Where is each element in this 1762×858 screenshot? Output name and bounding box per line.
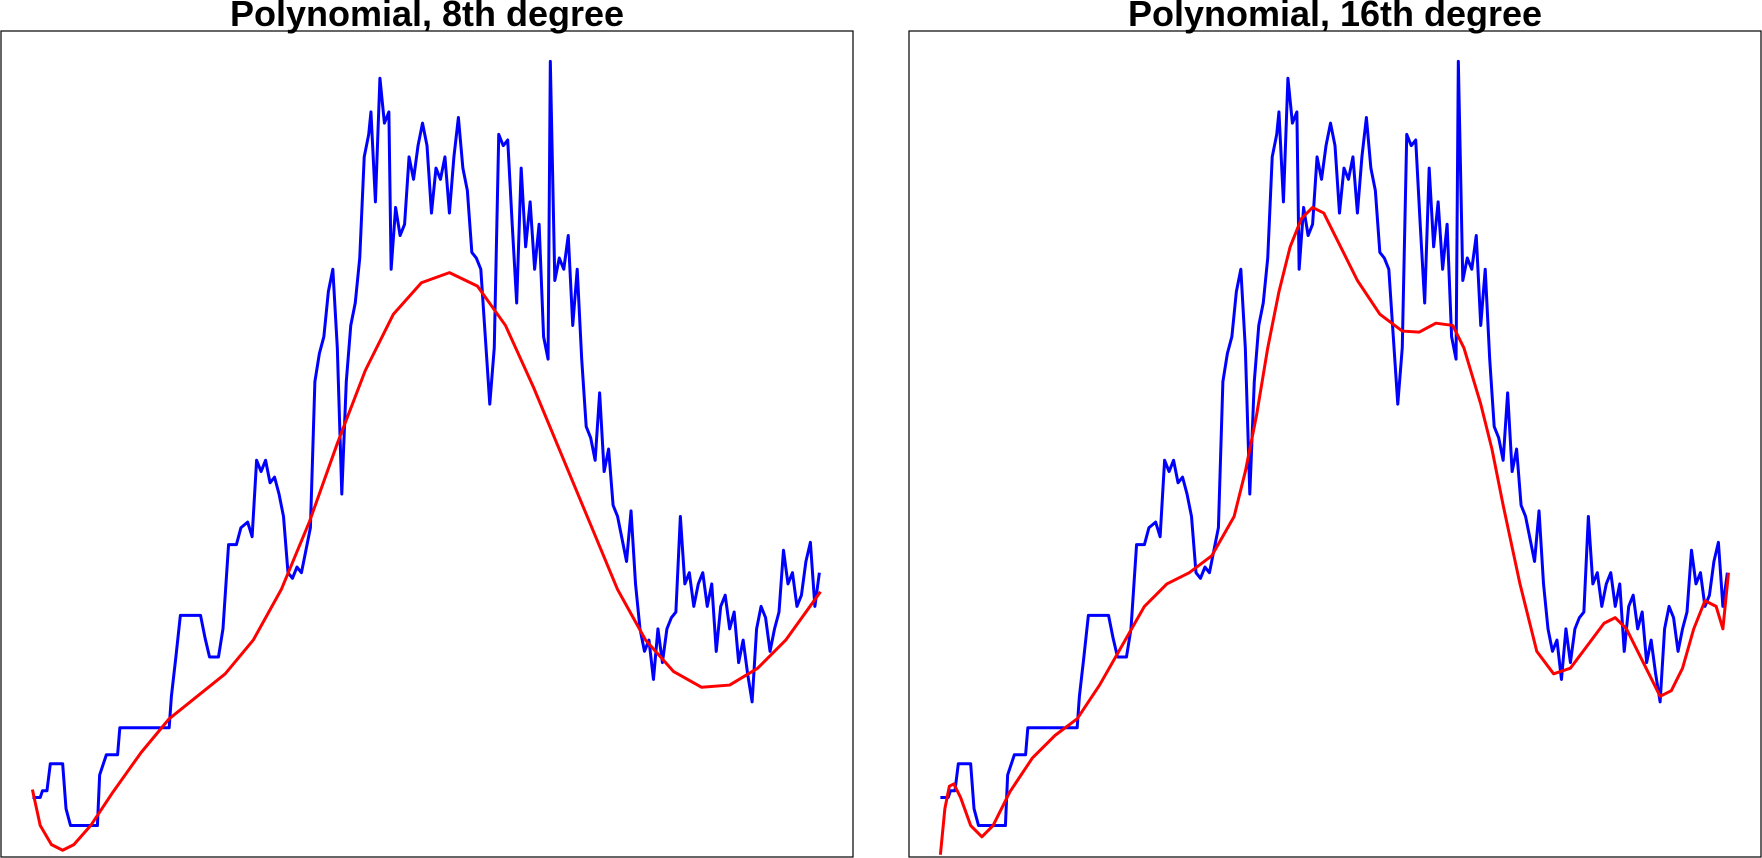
series-line — [940, 59, 1729, 828]
series-line — [32, 59, 821, 828]
plot-frame — [0, 30, 854, 858]
plot-frame — [908, 30, 1762, 858]
chart-title: Polynomial, 8th degree — [230, 0, 624, 34]
chart-title: Polynomial, 16th degree — [1128, 0, 1542, 34]
series-line — [938, 205, 1730, 855]
series-line — [30, 271, 822, 852]
